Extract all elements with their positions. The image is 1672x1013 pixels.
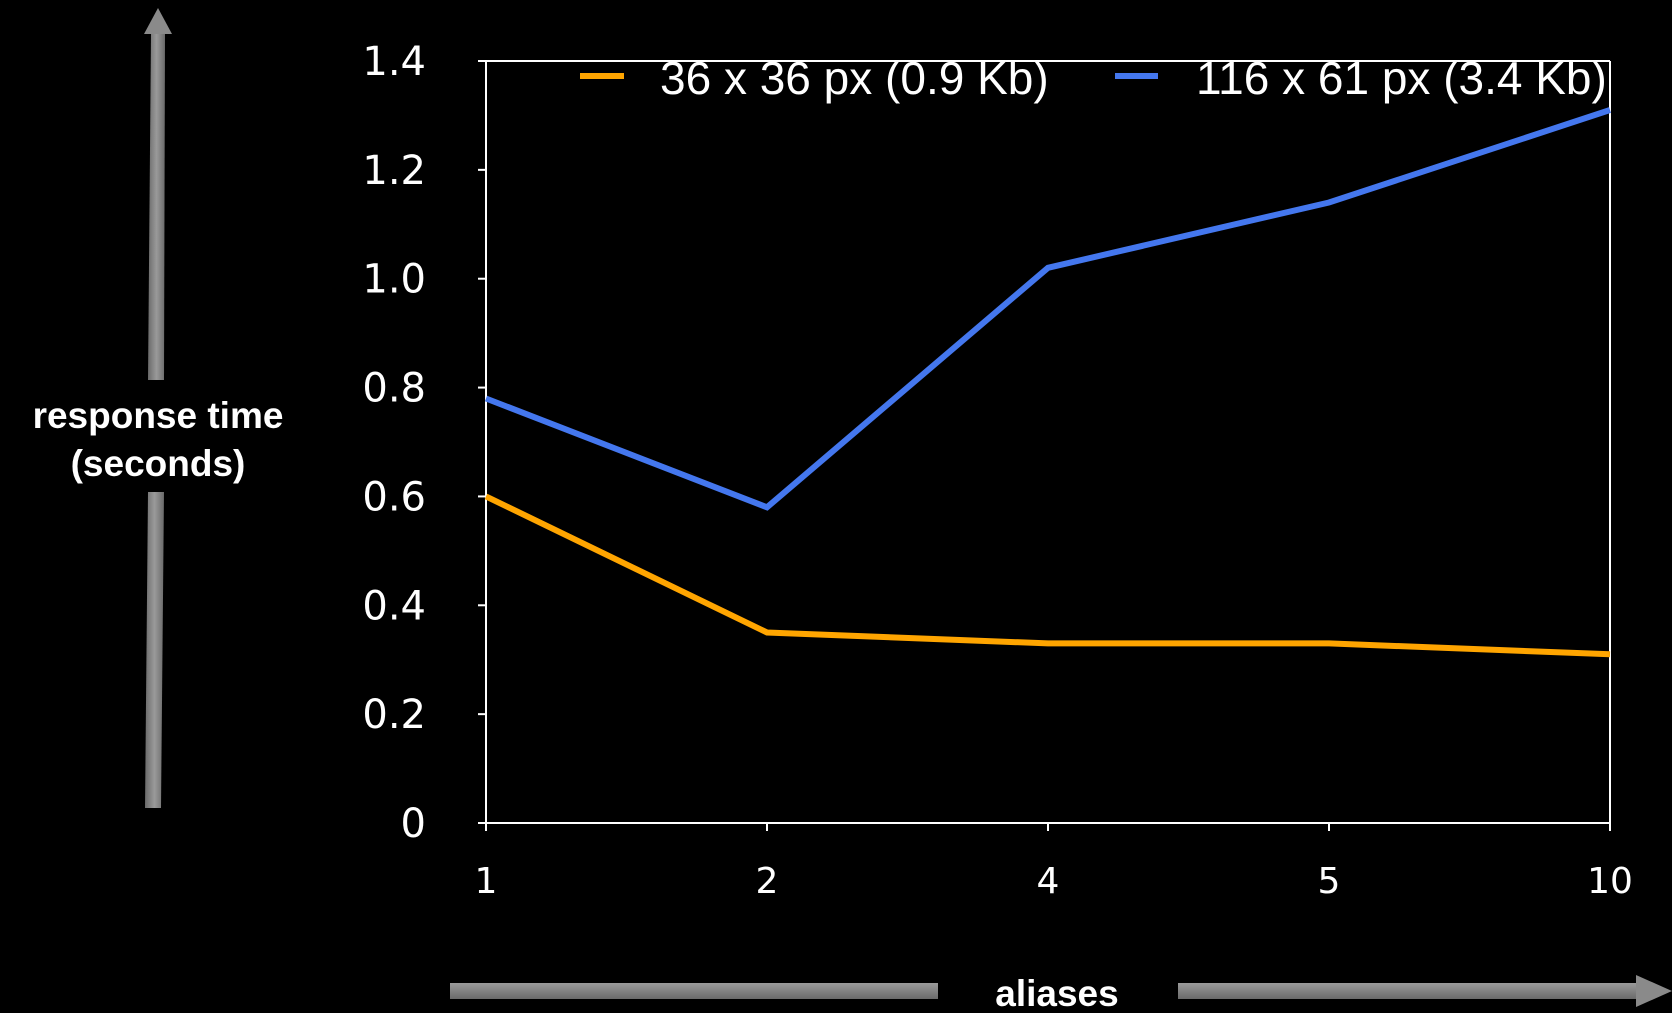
y-tick-label: 1.0 [362,257,426,303]
x-ticks: 1 2 4 5 10 [475,823,1633,902]
y-axis-title-line1: response time [33,395,284,436]
y-tick-label: 0.6 [362,474,426,520]
x-axis-title: aliases [995,973,1118,1013]
y-tick-label: 1.2 [362,148,426,194]
x-arrow-left-shaft [450,983,938,999]
y-tick-label: 0 [401,801,426,847]
x-tick-label: 10 [1587,861,1633,902]
x-tick-label: 1 [475,861,498,902]
x-tick-label: 5 [1318,861,1341,902]
y-tick-label: 0.2 [362,692,426,738]
x-axis-arrow [450,975,1672,1007]
y-ticks: 0 0.2 0.4 0.6 0.8 1.0 1.2 1.4 [362,39,486,847]
y-axis-arrow [144,8,172,808]
y-arrow-head [144,8,172,34]
y-tick-label: 0.4 [362,583,426,629]
y-arrow-lower-shaft [145,492,164,808]
series-line-2 [484,107,1611,511]
series-line-1 [484,493,1611,658]
series-lines [484,107,1611,658]
legend-label-2: 116 x 61 px (3.4 Kb) [1196,52,1607,104]
legend: 36 x 36 px (0.9 Kb) 116 x 61 px (3.4 Kb) [580,52,1607,104]
legend-label-1: 36 x 36 px (0.9 Kb) [660,52,1049,104]
plot-frame [485,60,1611,824]
x-tick-label: 4 [1037,861,1060,902]
x-tick-label: 2 [756,861,779,902]
y-tick-label: 0.8 [362,366,426,412]
y-axis-title-line2: (seconds) [71,443,246,484]
x-arrow-right-shaft [1178,983,1638,999]
x-arrow-head [1636,975,1672,1007]
y-tick-label: 1.4 [362,39,426,85]
y-arrow-upper-shaft [148,34,165,380]
